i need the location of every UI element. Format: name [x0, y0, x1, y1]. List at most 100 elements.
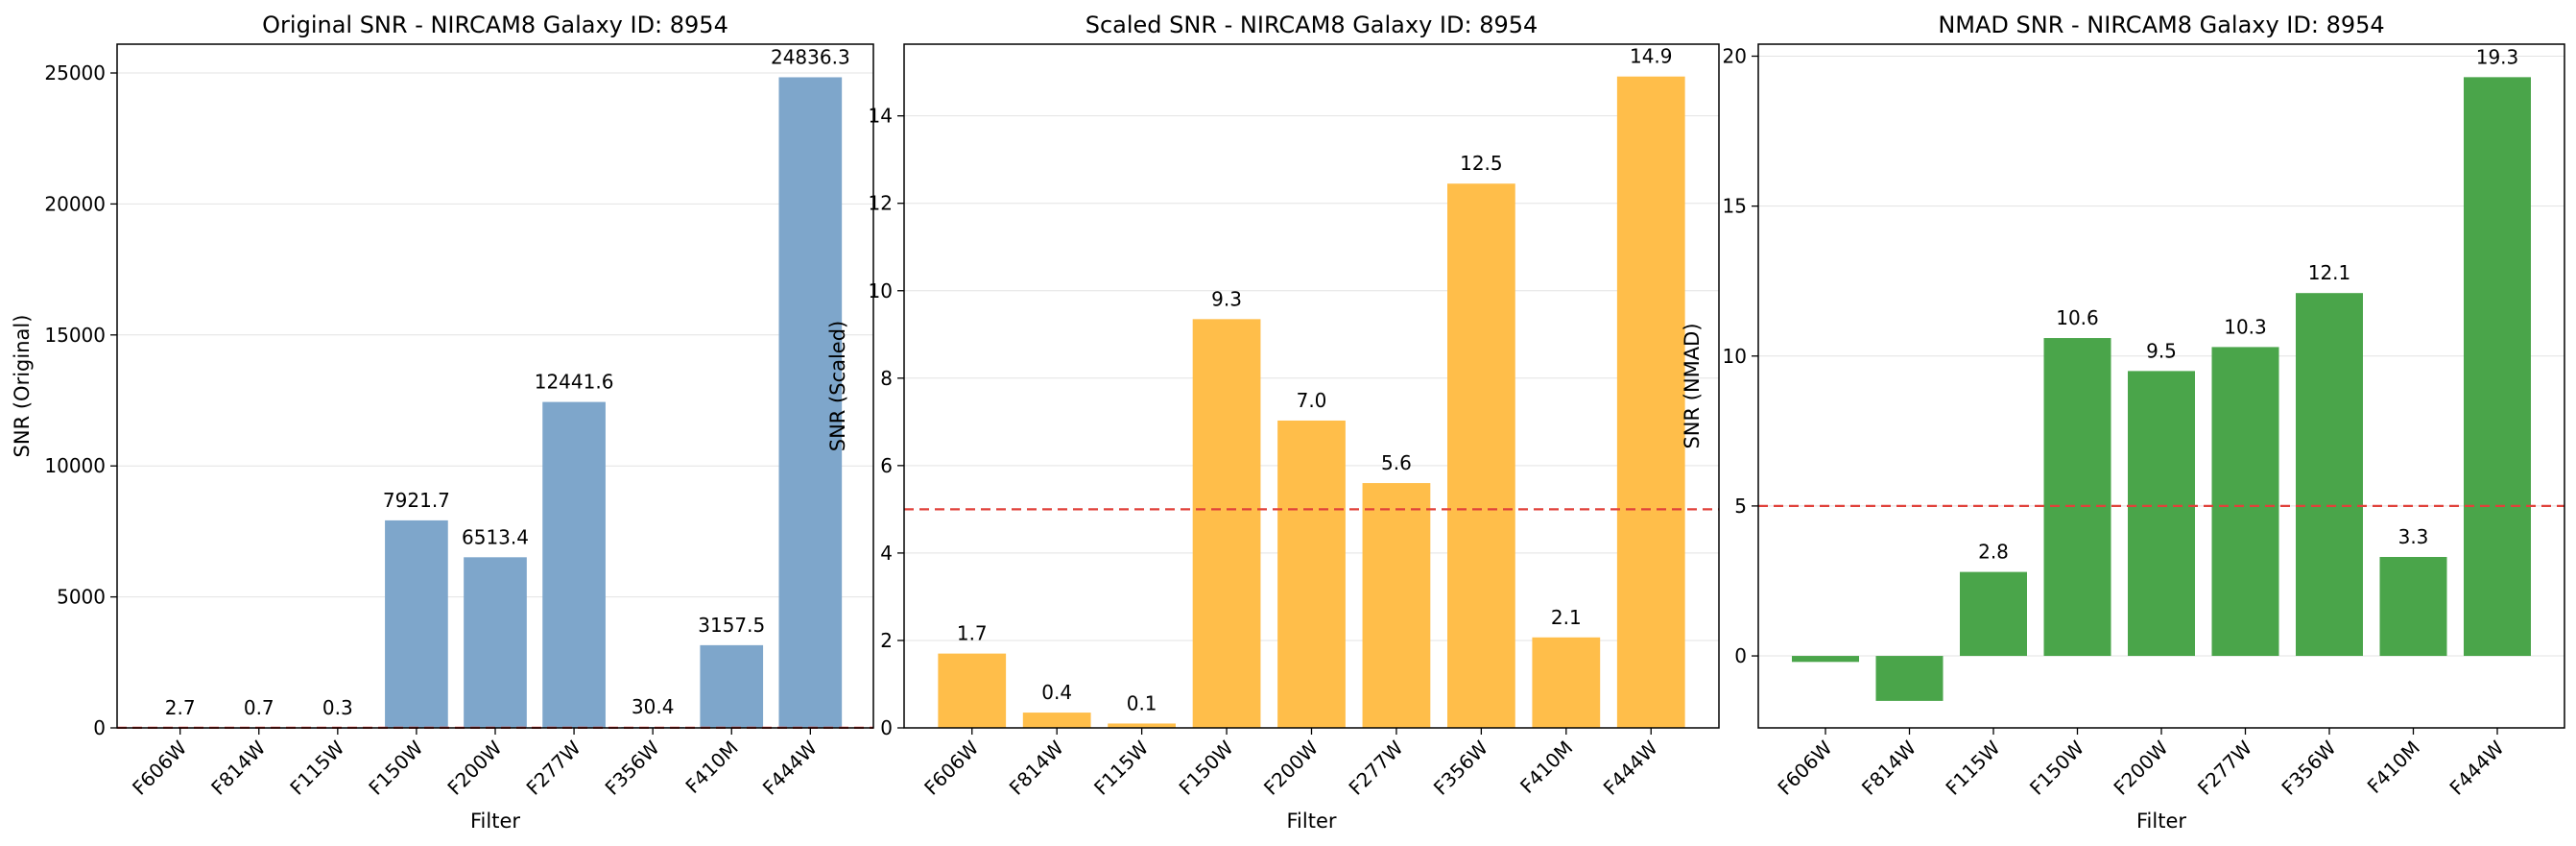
bar-value-label: 0.1 [1127, 691, 1157, 714]
x-tick-label: F410M [1515, 737, 1577, 798]
bar-f410m [2379, 557, 2447, 657]
bar-f814w [1022, 713, 1091, 728]
x-tick-label: F444W [758, 736, 822, 799]
bar-f606w [1792, 656, 1859, 663]
x-tick-label: F814W [1005, 736, 1068, 799]
bar-f277w [1362, 483, 1431, 728]
x-tick-label: F150W [1175, 736, 1238, 799]
bar-f150w [1192, 319, 1261, 728]
bar-value-label: 0.7 [244, 696, 274, 719]
x-tick-label: F115W [285, 736, 348, 799]
chart-title: Scaled SNR - NIRCAM8 Galaxy ID: 8954 [1085, 12, 1538, 38]
bar-value-label: 30.4 [632, 695, 675, 718]
x-axis-label: Filter [2136, 810, 2186, 833]
bar-value-label: 24836.3 [771, 45, 850, 68]
bar-value-label: 6513.4 [462, 525, 529, 548]
y-axis-label: SNR (NMAD) [1681, 323, 1704, 448]
x-tick-label: F200W [2109, 736, 2172, 799]
y-tick-label: 14 [869, 105, 893, 128]
chart-panel-1: 2.7 0.7 0.3 7921.7 6513.4 12441.6 30.4 3157.5 24… [11, 12, 874, 833]
x-axis-label: Filter [1286, 810, 1336, 833]
bar-value-label: 12.1 [2308, 261, 2351, 284]
bar-f606w [938, 653, 1007, 728]
bar-value-label: 10.6 [2056, 306, 2099, 329]
y-tick-label: 20 [1723, 44, 1747, 67]
y-tick-label: 2 [880, 629, 893, 652]
y-axis-label: SNR (Original) [11, 315, 34, 458]
x-tick-label: F814W [1857, 736, 1920, 799]
bar-value-label: 12441.6 [535, 371, 614, 394]
x-tick-label: F200W [1259, 736, 1323, 799]
y-tick-label: 15000 [44, 324, 106, 347]
bar-value-label: 5.6 [1381, 451, 1412, 474]
bar-f410m [1532, 637, 1601, 728]
bar-value-label: 12.5 [1460, 152, 1503, 175]
chart-panel-2: 1.7 0.4 0.1 9.3 7.0 5.6 12.5 2.1 14.9 0 2 4 6 8 10 12 14… [826, 12, 1720, 833]
y-tick-label: 0 [1734, 644, 1747, 667]
x-tick-label: F410M [2363, 737, 2424, 798]
y-tick-label: 10000 [44, 454, 106, 477]
bar-f200w [1277, 420, 1346, 728]
chart-title: NMAD SNR - NIRCAM8 Galaxy ID: 8954 [1938, 12, 2384, 38]
bar-f444w [2464, 77, 2531, 657]
bar-value-label: 3157.5 [698, 614, 765, 637]
bar-f115w [1108, 723, 1176, 728]
x-tick-label: F356W [1429, 736, 1492, 799]
y-tick-label: 10 [1723, 345, 1747, 368]
bar-value-label: 9.5 [2146, 339, 2177, 362]
x-tick-label: F356W [601, 736, 664, 799]
bar-f444w [778, 77, 843, 729]
bar-value-label: 2.7 [165, 696, 196, 719]
y-tick-label: 12 [869, 192, 893, 215]
x-tick-label: F444W [2445, 736, 2508, 799]
bar-value-label: 7921.7 [383, 489, 450, 512]
bar-f277w [542, 401, 606, 728]
x-tick-label: F444W [1599, 736, 1662, 799]
x-tick-label: F115W [1941, 736, 2004, 799]
y-tick-label: 10 [869, 279, 893, 302]
y-tick-label: 4 [880, 542, 893, 565]
bar-value-label: 7.0 [1297, 389, 1327, 412]
bar-f410m [700, 644, 764, 728]
bar-value-label: 3.3 [2398, 525, 2429, 548]
y-tick-label: 5000 [57, 586, 106, 609]
y-tick-label: 0 [880, 716, 893, 739]
bar-f200w [2128, 371, 2195, 657]
x-tick-label: F356W [2277, 736, 2340, 799]
bar-f356w [1447, 183, 1515, 728]
x-tick-label: F150W [364, 736, 427, 799]
x-tick-label: F814W [206, 736, 270, 799]
y-axis-label: SNR (Scaled) [826, 321, 849, 452]
x-tick-label: F606W [128, 736, 191, 799]
bar-value-label: 0.4 [1041, 681, 1072, 704]
bar-f814w [1875, 656, 1944, 701]
bar-f115w [1960, 571, 2027, 657]
x-tick-label: F606W [1773, 736, 1836, 799]
x-tick-label: F115W [1089, 736, 1153, 799]
bar-f444w [1616, 76, 1685, 728]
bar-value-label: 0.3 [322, 696, 353, 719]
x-tick-label: F150W [2025, 736, 2088, 799]
x-tick-label: F277W [2193, 736, 2256, 799]
y-tick-label: 0 [93, 716, 106, 739]
bar-value-label: 2.1 [1551, 606, 1582, 629]
bar-f200w [464, 557, 527, 728]
y-tick-label: 6 [880, 454, 893, 477]
bar-value-label: 10.3 [2224, 315, 2267, 338]
bar-f150w [2043, 338, 2111, 657]
bar-value-label: 14.9 [1630, 45, 1673, 68]
y-tick-label: 20000 [44, 192, 106, 215]
bar-value-label: 9.3 [1211, 287, 1242, 310]
x-tick-label: F277W [1344, 736, 1407, 799]
y-tick-label: 25000 [44, 61, 106, 85]
chart-panel-3: 2.8 10.6 9.5 10.3 12.1 3.3 19.3 0 5 10 15 20 F606W F8… [1681, 12, 2565, 833]
chart-title: Original SNR - NIRCAM8 Galaxy ID: 8954 [262, 12, 728, 38]
x-tick-label: F200W [442, 736, 506, 799]
bar-value-label: 1.7 [957, 622, 988, 645]
y-tick-label: 8 [880, 367, 893, 390]
bar-f150w [385, 520, 448, 728]
y-tick-label: 5 [1734, 495, 1747, 518]
y-tick-label: 15 [1723, 195, 1747, 218]
x-axis-label: Filter [470, 810, 520, 833]
